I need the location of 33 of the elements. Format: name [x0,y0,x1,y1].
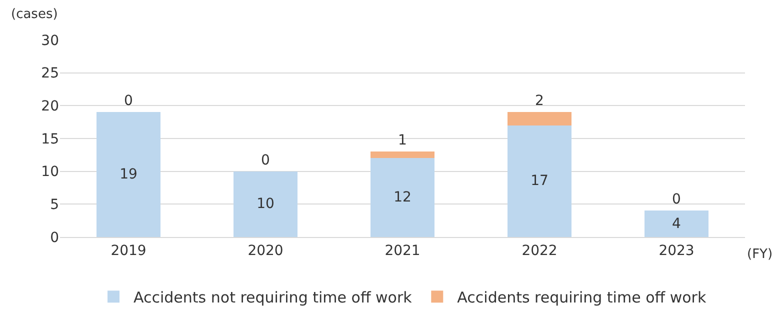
data-label: 0 [672,192,681,208]
x-tick-label: 2020 [248,242,284,259]
x-tick-label: 2021 [384,242,420,259]
y-tick-label: 20 [41,98,59,115]
legend-label: Accidents requiring time off work [457,288,706,306]
y-tick-label: 10 [41,164,59,180]
bar [370,152,435,158]
bar [507,112,572,126]
bar [644,210,709,237]
y-tick-label: 30 [41,32,59,49]
data-label: 19 [120,166,138,183]
y-axis-title: (cases) [11,7,58,22]
x-tick-label: 2019 [110,242,146,259]
legend-label: Accidents not requiring time off work [134,288,412,306]
y-tick-label: 15 [41,131,59,148]
y-tick-label: 25 [41,66,59,82]
data-label: 4 [672,216,682,232]
x-tick-label: 2022 [522,242,558,259]
data-label: 1 [398,132,407,149]
bar [233,171,298,237]
y-tick-label: 5 [50,197,59,214]
data-label: 2 [535,93,544,110]
data-label: 10 [256,196,274,212]
x-axis-title: (FY) [747,247,773,262]
data-label: 12 [394,190,412,206]
data-label: 0 [261,152,270,168]
data-label: 17 [530,173,548,190]
data-label: 0 [124,93,133,110]
y-tick-label: 0 [50,230,59,246]
bar [96,112,161,237]
bar [507,125,572,237]
bar [370,158,435,237]
x-tick-label: 2023 [658,242,694,259]
